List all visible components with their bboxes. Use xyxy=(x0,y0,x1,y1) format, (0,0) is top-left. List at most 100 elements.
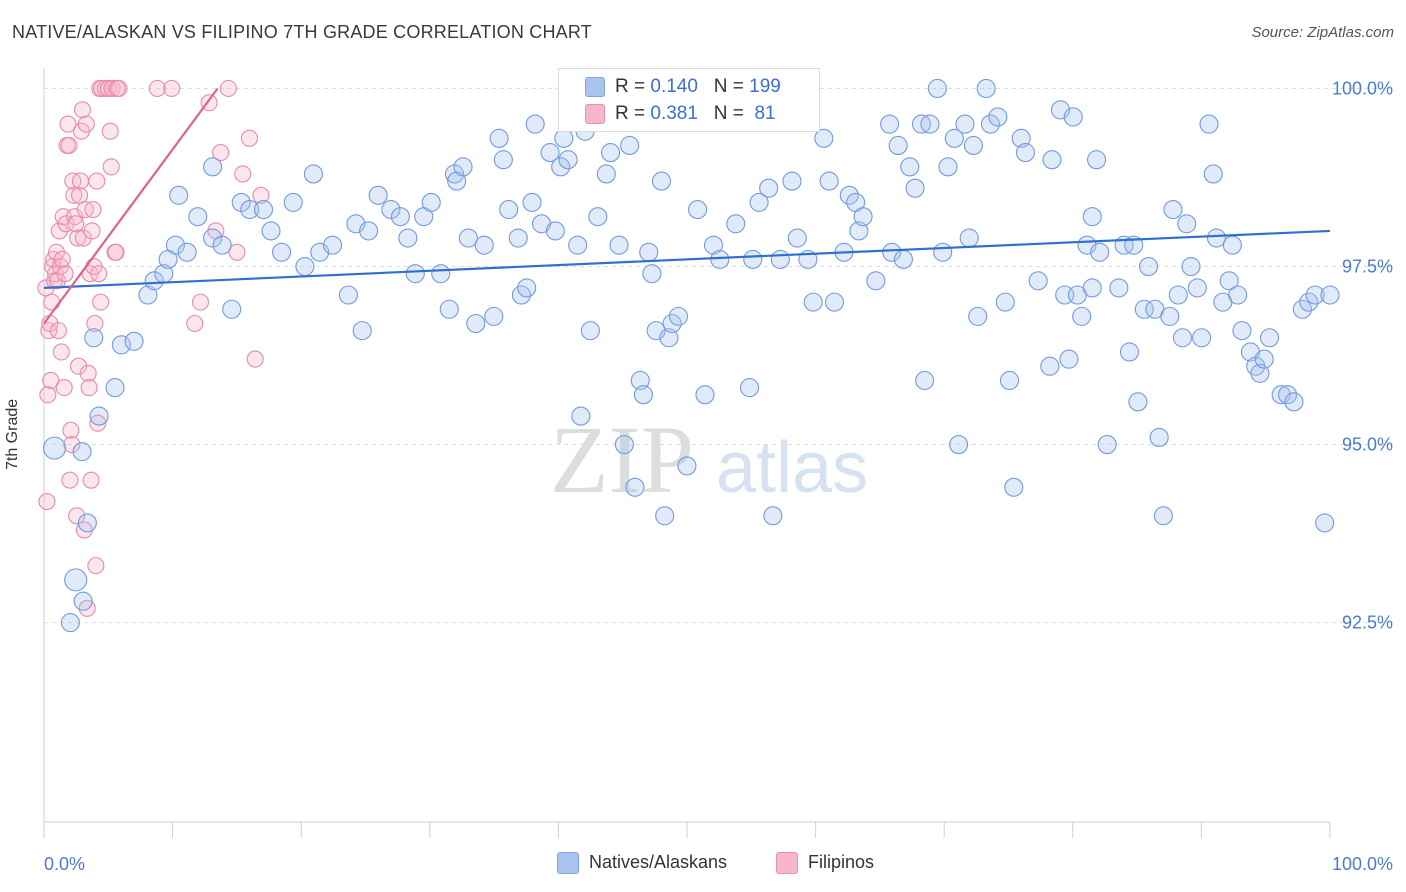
data-point-native xyxy=(880,114,900,134)
stats-legend: R = 0.140 N = 199 R = 0.381 N = 81 xyxy=(558,68,820,132)
legend-swatch-natives xyxy=(557,852,579,874)
data-point-native xyxy=(999,370,1020,391)
data-point-native xyxy=(1153,506,1173,526)
data-point-native xyxy=(915,370,935,391)
data-point-native xyxy=(1063,107,1083,127)
data-point-filipino xyxy=(107,243,125,261)
data-point-filipino xyxy=(80,379,98,397)
data-point-native xyxy=(905,178,925,198)
data-point-native xyxy=(1160,306,1180,326)
data-point-native xyxy=(588,207,608,227)
r-value-natives: 0.140 xyxy=(650,76,698,97)
data-point-native xyxy=(938,157,958,177)
data-point-native xyxy=(571,406,591,426)
data-point-native xyxy=(1011,128,1031,148)
data-point-native xyxy=(1097,435,1117,455)
data-point-native xyxy=(839,185,859,205)
data-point-native xyxy=(1119,342,1139,362)
data-point-native xyxy=(405,264,425,284)
y-tick-label: 95.0% xyxy=(1342,435,1393,455)
data-point-native xyxy=(976,78,996,99)
data-point-native xyxy=(212,235,232,255)
data-point-native xyxy=(614,435,634,455)
data-point-native xyxy=(398,228,418,248)
data-point-native xyxy=(819,171,839,191)
data-point-native xyxy=(1181,256,1201,277)
data-point-native xyxy=(688,200,708,220)
data-point-native xyxy=(703,235,724,255)
data-point-filipino xyxy=(56,265,74,283)
data-point-native xyxy=(222,299,242,319)
data-point-filipino xyxy=(84,201,102,219)
data-point-filipino xyxy=(148,79,166,98)
data-point-filipino xyxy=(62,421,80,439)
data-point-native xyxy=(72,442,92,462)
data-point-filipino xyxy=(186,314,204,333)
data-point-filipino xyxy=(212,144,230,162)
data-point-native xyxy=(600,143,621,163)
data-point-native xyxy=(144,271,164,291)
y-tick-label: 100.0% xyxy=(1332,78,1393,98)
data-point-native xyxy=(1203,164,1223,184)
data-point-native xyxy=(272,242,292,262)
data-point-native xyxy=(1228,285,1248,305)
data-point-native xyxy=(545,221,565,241)
data-point-filipino xyxy=(252,186,270,204)
data-point-filipino xyxy=(90,265,108,283)
stats-swatch-natives xyxy=(585,77,605,97)
source-label: Source: ZipAtlas.com xyxy=(1251,24,1394,41)
data-point-native xyxy=(633,385,653,405)
watermark-atlas: atlas xyxy=(716,428,868,508)
data-point-native xyxy=(439,299,459,319)
data-point-filipino xyxy=(70,186,89,204)
data-point-filipino xyxy=(74,229,92,247)
data-point-filipino xyxy=(57,215,75,233)
data-point-native xyxy=(770,249,790,269)
data-point-native xyxy=(980,114,1000,134)
data-point-native xyxy=(322,235,343,255)
data-point-native xyxy=(1284,392,1304,412)
data-point-filipino xyxy=(89,414,107,432)
data-point-native xyxy=(203,228,223,248)
data-point-native xyxy=(959,228,979,248)
data-point-native xyxy=(955,114,975,134)
data-point-filipino xyxy=(67,215,85,233)
data-point-filipino xyxy=(88,172,106,190)
data-point-native xyxy=(169,185,189,205)
data-point-filipino xyxy=(82,471,100,489)
data-point-filipino xyxy=(101,122,119,140)
data-point-native xyxy=(659,328,679,348)
data-point-native xyxy=(1206,228,1227,248)
data-point-native xyxy=(1187,278,1207,298)
data-point-native xyxy=(1082,278,1102,298)
data-point-filipino xyxy=(110,79,128,98)
y-tick-label: 97.5% xyxy=(1342,257,1393,277)
tick-labels: 92.5% 95.0% 97.5% 100.0% 0.0% 100.0% xyxy=(44,78,1393,874)
data-point-filipino xyxy=(219,79,237,98)
data-point-native xyxy=(203,157,223,177)
data-point-native xyxy=(726,214,746,234)
data-point-native xyxy=(1254,349,1274,369)
data-point-native xyxy=(1192,328,1212,348)
data-point-native xyxy=(1134,299,1154,319)
data-point-filipino xyxy=(71,172,90,190)
data-point-native xyxy=(944,128,964,148)
data-point-filipino xyxy=(191,293,210,311)
data-point-native xyxy=(710,249,730,269)
data-point-native xyxy=(489,128,509,148)
watermark: ZIP atlas xyxy=(550,406,868,513)
data-point-native xyxy=(949,435,969,455)
data-point-native xyxy=(888,135,908,156)
data-point-native xyxy=(900,157,920,177)
data-point-native xyxy=(824,292,844,312)
stats-row-filipinos: R = 0.381 N = 81 xyxy=(615,103,776,125)
data-point-filipino xyxy=(39,386,57,404)
data-point-native xyxy=(568,235,588,255)
data-point-native xyxy=(787,228,807,248)
data-point-native xyxy=(814,128,834,148)
data-point-native xyxy=(303,164,323,184)
stats-row-natives: R = 0.140 N = 199 xyxy=(615,76,781,98)
data-point-native xyxy=(558,150,578,170)
y-tick-label: 92.5% xyxy=(1342,613,1393,633)
data-point-native xyxy=(60,613,80,633)
